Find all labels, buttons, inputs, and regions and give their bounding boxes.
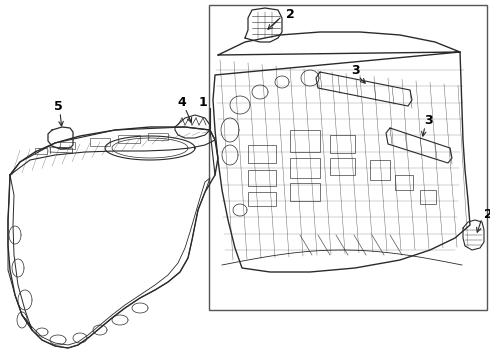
Text: 1: 1 bbox=[198, 96, 207, 109]
Bar bbox=[118, 135, 140, 143]
Text: 5: 5 bbox=[53, 99, 62, 112]
Bar bbox=[290, 130, 320, 152]
Bar bbox=[330, 135, 355, 153]
Text: 4: 4 bbox=[177, 95, 186, 108]
Text: 3: 3 bbox=[424, 113, 432, 126]
Bar bbox=[248, 192, 276, 206]
Bar bbox=[90, 138, 110, 146]
Bar bbox=[290, 158, 320, 178]
Bar bbox=[370, 160, 390, 180]
Bar bbox=[209, 5, 487, 310]
Bar bbox=[395, 175, 413, 190]
Bar bbox=[60, 142, 75, 149]
Bar bbox=[148, 133, 168, 140]
Text: 2: 2 bbox=[286, 9, 295, 22]
Text: 3: 3 bbox=[351, 63, 359, 77]
Bar bbox=[248, 145, 276, 163]
Bar bbox=[420, 190, 436, 204]
Bar bbox=[248, 170, 276, 186]
Bar bbox=[290, 183, 320, 201]
Text: 2: 2 bbox=[484, 207, 490, 220]
Bar bbox=[330, 158, 355, 175]
Bar bbox=[35, 148, 47, 154]
